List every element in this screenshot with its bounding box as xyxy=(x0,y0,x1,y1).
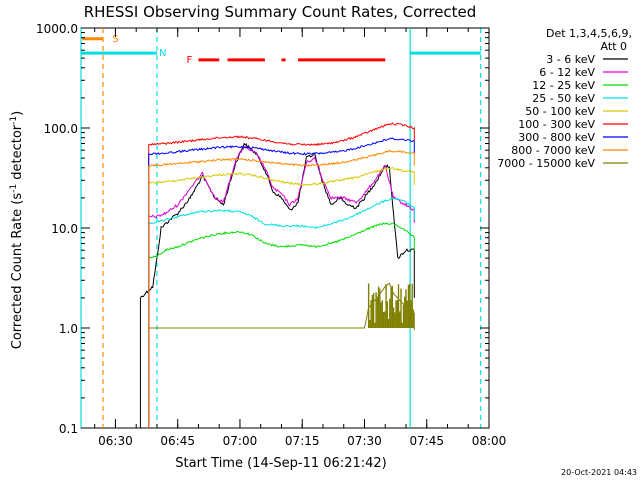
legend-entry-label: 6 - 12 keV xyxy=(539,66,595,79)
flag-label: S xyxy=(112,34,118,45)
x-tick-label: 06:45 xyxy=(160,434,195,448)
plot-frame xyxy=(80,27,490,429)
y-tick-label: 1.0 xyxy=(59,322,78,336)
y-tick-label: 1000.0 xyxy=(36,22,78,36)
y-label-main: Corrected Count Rate (s xyxy=(10,193,25,350)
y-label-end: ) xyxy=(10,111,25,116)
x-tick-label: 06:30 xyxy=(98,434,133,448)
x-tick-label: 07:15 xyxy=(285,434,320,448)
series-line xyxy=(139,142,415,428)
series-lines xyxy=(139,122,415,428)
legend-entry-label: 25 - 50 keV xyxy=(532,92,595,105)
legend-entry-label: 300 - 800 keV xyxy=(518,131,595,144)
legend-entry-label: 7000 - 15000 keV xyxy=(497,157,595,170)
series-line xyxy=(148,197,415,428)
x-tick-label: 07:00 xyxy=(223,434,258,448)
series-line xyxy=(148,146,415,428)
legend-entry-label: 800 - 7000 keV xyxy=(511,144,595,157)
flag-label: N xyxy=(159,48,166,59)
legend-entry-label: 100 - 300 keV xyxy=(518,118,595,131)
y-axis-label: Corrected Count Rate (s-1 detector-1) xyxy=(9,111,25,349)
series-line xyxy=(148,122,415,428)
y-tick-label: 10.0 xyxy=(51,222,78,236)
legend-entry-label: 12 - 25 keV xyxy=(532,79,595,92)
flag-label: F xyxy=(186,55,192,66)
series-line xyxy=(148,149,415,428)
y-label-sup1: -1 xyxy=(9,184,19,193)
timestamp: 20-Oct-2021 04:43 xyxy=(561,468,637,477)
marker-lines xyxy=(80,28,482,428)
series-line xyxy=(148,167,415,428)
legend-attenuator: Att 0 xyxy=(601,40,627,53)
chart-title: RHESSI Observing Summary Count Rates, Co… xyxy=(84,3,477,21)
y-label-mid: detector xyxy=(10,124,25,184)
x-axis-label: Start Time (14-Sep-11 06:21:42) xyxy=(175,456,386,471)
x-tick-label: 08:00 xyxy=(472,434,507,448)
axes: 0.1 1.0 10.0 100.0 1000.0 06:30 06:45 07:00 07:1… xyxy=(36,22,506,448)
x-tick-label: 07:30 xyxy=(347,434,382,448)
x-tick-label: 07:45 xyxy=(409,434,444,448)
legend-entry-label: 3 - 6 keV xyxy=(546,53,595,66)
series-line xyxy=(148,137,415,428)
series-line xyxy=(148,222,415,428)
legend-entry-label: 50 - 100 keV xyxy=(525,105,595,118)
y-tick-label: 100.0 xyxy=(44,122,78,136)
y-label-sup2: -1 xyxy=(9,116,19,125)
legend-detectors: Det 1,3,4,5,6,9, xyxy=(546,27,632,40)
plot-area xyxy=(80,27,490,429)
flag-bars: S N F xyxy=(81,34,481,66)
y-tick-label: 0.1 xyxy=(59,422,78,436)
